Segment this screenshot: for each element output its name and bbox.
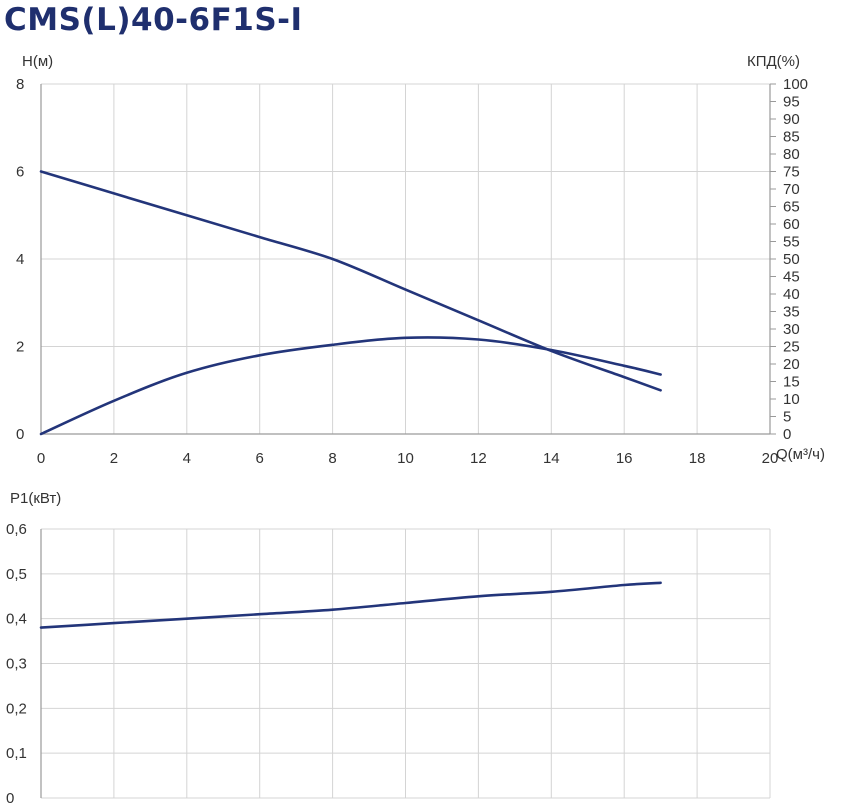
- x-tick-label: 20: [762, 450, 779, 467]
- y2-tick-label: 80: [783, 146, 800, 163]
- x-tick-label: 12: [470, 450, 487, 467]
- head-curve: [39, 170, 662, 392]
- power-curve: [39, 581, 662, 629]
- top-chart-grid: [40, 83, 771, 435]
- y2-tick-label: 15: [783, 374, 800, 391]
- chart-title: CMS(L)40-6F1S-I: [4, 2, 303, 38]
- y2-tick-label: 5: [783, 409, 791, 426]
- y-tick-label: 0,5: [6, 566, 27, 583]
- x-tick-label: 14: [543, 450, 560, 467]
- y2-tick-label: 35: [783, 304, 800, 321]
- y2-tick-label: 70: [783, 181, 800, 198]
- y2-tick-label: 75: [783, 164, 800, 181]
- y-tick-label: 0,2: [6, 700, 27, 717]
- y2-tick-label: 40: [783, 286, 800, 303]
- y-tick-label: 0,1: [6, 745, 27, 762]
- y2-axis-label-efficiency: КПД(%): [747, 53, 800, 70]
- y-tick-label: 2: [16, 339, 24, 356]
- x-tick-label: 2: [110, 450, 118, 467]
- top-chart-curves: [39, 170, 662, 436]
- y2-tick-label: 100: [783, 76, 808, 93]
- y2-tick-label: 20: [783, 356, 800, 373]
- y2-tick-label: 85: [783, 129, 800, 146]
- y-tick-label: 0: [16, 426, 24, 443]
- y2-tick-label: 45: [783, 269, 800, 286]
- y-tick-label: 4: [16, 251, 24, 268]
- y-tick-label: 0: [6, 790, 14, 804]
- y-axis-label-head: H(м): [22, 53, 53, 70]
- y2-tick-label: 65: [783, 199, 800, 216]
- x-tick-label: 16: [616, 450, 633, 467]
- y2-tick-label: 25: [783, 339, 800, 356]
- x-tick-label: 10: [397, 450, 414, 467]
- bottom-chart-grid: [40, 528, 771, 799]
- y2-tick-label: 0: [783, 426, 791, 443]
- x-tick-label: 8: [328, 450, 336, 467]
- x-tick-label: 0: [37, 450, 45, 467]
- y-tick-label: 6: [16, 164, 24, 181]
- y-tick-label: 0,4: [6, 611, 27, 628]
- y2-tick-label: 10: [783, 391, 800, 408]
- x-tick-label: 18: [689, 450, 706, 467]
- y-tick-label: 0,6: [6, 521, 27, 538]
- efficiency-curve: [39, 336, 662, 436]
- x-tick-label: 4: [183, 450, 191, 467]
- y2-tick-label: 95: [783, 94, 800, 111]
- y-axis-label-power: P1(кВт): [10, 490, 61, 507]
- y2-tick-label: 90: [783, 111, 800, 128]
- bottom-chart-curves: [39, 581, 662, 629]
- y2-tick-label: 30: [783, 321, 800, 338]
- y2-tick-label: 55: [783, 234, 800, 251]
- y2-tick-label: 60: [783, 216, 800, 233]
- bottom-chart-ticks: 0 0,1 0,2 0,3 0,4 0,5 0,6: [6, 521, 27, 804]
- y-tick-label: 8: [16, 76, 24, 93]
- x-tick-label: 6: [256, 450, 264, 467]
- top-chart-ticks: 0 2 4 6 8 10 12 14 16 18 2002468051015202530354045…: [16, 76, 808, 467]
- y-tick-label: 0,3: [6, 656, 27, 673]
- x-axis-label-flow: Q(м³/ч): [776, 446, 825, 463]
- y2-tick-label: 50: [783, 251, 800, 268]
